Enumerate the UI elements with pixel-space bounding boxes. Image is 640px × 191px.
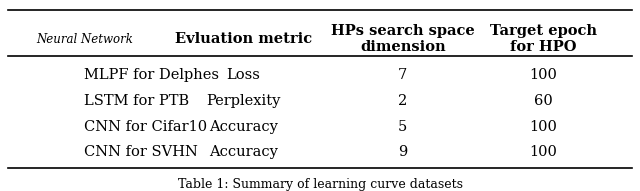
Text: 7: 7 — [398, 68, 408, 82]
Text: MLPF for Delphes: MLPF for Delphes — [84, 68, 220, 82]
Text: Evluation metric: Evluation metric — [175, 32, 312, 46]
Text: Table 1: Summary of learning curve datasets: Table 1: Summary of learning curve datas… — [177, 178, 463, 191]
Text: Perplexity: Perplexity — [206, 94, 281, 108]
Text: 100: 100 — [529, 120, 557, 134]
Text: 60: 60 — [534, 94, 552, 108]
Text: 5: 5 — [398, 120, 408, 134]
Text: 2: 2 — [398, 94, 408, 108]
Text: Accuracy: Accuracy — [209, 145, 278, 159]
Text: CNN for SVHN: CNN for SVHN — [84, 145, 198, 159]
Text: LSTM for PTB: LSTM for PTB — [84, 94, 189, 108]
Text: 100: 100 — [529, 145, 557, 159]
Text: Neural Network: Neural Network — [36, 33, 132, 46]
Text: Loss: Loss — [227, 68, 260, 82]
Text: 9: 9 — [398, 145, 408, 159]
Text: 100: 100 — [529, 68, 557, 82]
Text: CNN for Cifar10: CNN for Cifar10 — [84, 120, 207, 134]
Text: Accuracy: Accuracy — [209, 120, 278, 134]
Text: Target epoch
for HPO: Target epoch for HPO — [490, 24, 596, 54]
Text: HPs search space
dimension: HPs search space dimension — [331, 24, 475, 54]
